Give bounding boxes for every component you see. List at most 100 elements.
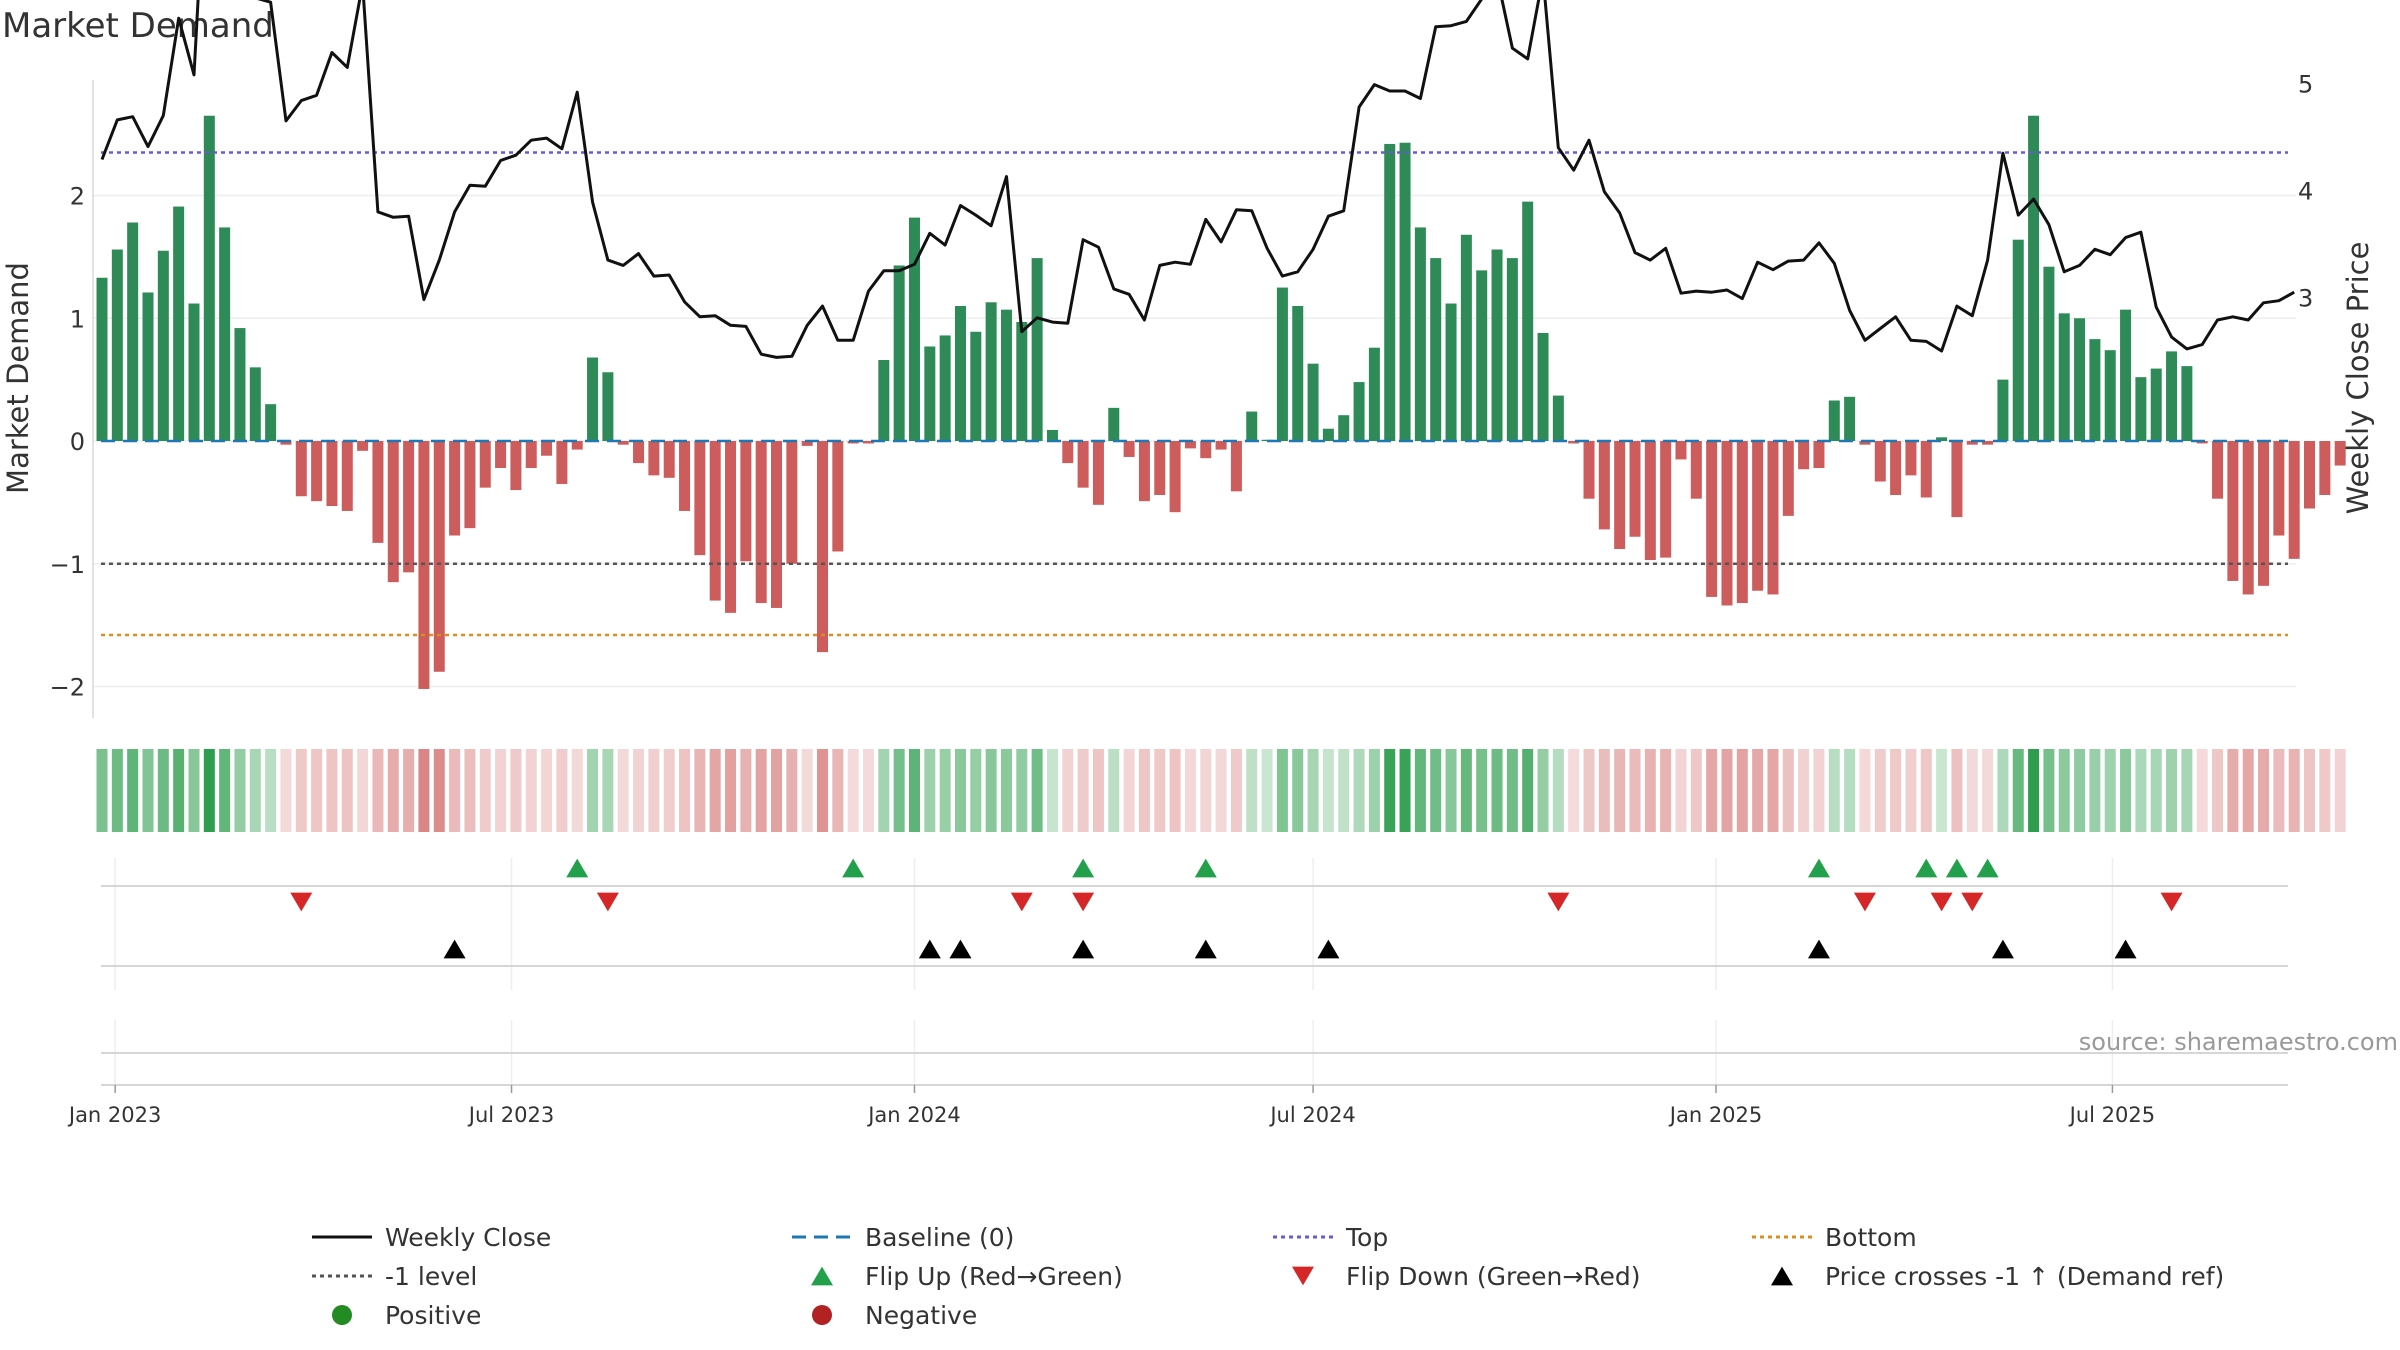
flip-up-marker — [566, 858, 589, 878]
demand-bar — [403, 441, 415, 573]
strip-cell — [249, 749, 261, 832]
strip-cell — [1982, 749, 1994, 832]
demand-bar — [602, 372, 614, 441]
demand-bar — [2212, 441, 2224, 499]
demand-bar — [2120, 309, 2132, 441]
demand-bar — [249, 367, 261, 441]
legend-price-cross-icon — [1771, 1266, 1793, 1286]
demand-bar — [817, 441, 829, 653]
strip-cell — [1874, 749, 1886, 832]
legend-bottom-label: Bottom — [1825, 1223, 1917, 1252]
flip-up-marker — [1976, 858, 1999, 878]
strip-cell — [1077, 749, 1089, 832]
strip-cell — [464, 749, 476, 832]
strip-cell — [449, 749, 461, 832]
demand-bar — [479, 441, 491, 488]
strip-cell — [111, 749, 123, 832]
demand-bar — [1215, 441, 1227, 450]
x-tick-label: Jul 2024 — [1268, 1103, 1355, 1127]
demand-bar — [1522, 201, 1534, 441]
demand-bar — [142, 292, 154, 441]
strip-cell — [1951, 749, 1963, 832]
demand-bar — [280, 441, 292, 445]
left-axis-label: Market Demand — [1, 262, 35, 494]
legend-flip-down-label: Flip Down (Green→Red) — [1346, 1262, 1641, 1291]
demand-bar — [541, 441, 553, 456]
demand-bar — [96, 277, 108, 441]
demand-bar — [740, 441, 752, 562]
demand-bar — [663, 441, 675, 478]
demand-bar — [2104, 350, 2116, 441]
demand-bar — [2258, 441, 2270, 586]
demand-bar — [372, 441, 384, 543]
demand-bar — [1890, 441, 1902, 496]
strip-cell — [1353, 749, 1365, 832]
strip-cell — [1215, 749, 1227, 832]
strip-cell — [2074, 749, 2086, 832]
flip-up-marker — [1915, 858, 1938, 878]
legend-price-cross-label: Price crosses -1 ↑ (Demand ref) — [1825, 1262, 2224, 1291]
demand-bar — [2181, 366, 2193, 441]
strip-cell — [1828, 749, 1840, 832]
strip-cell — [2166, 749, 2178, 832]
demand-bar — [2150, 368, 2162, 441]
strip-cell — [954, 749, 966, 832]
strip-cell — [970, 749, 982, 832]
demand-bar — [679, 441, 691, 511]
strip-cell — [1476, 749, 1488, 832]
strip-cell — [1844, 749, 1856, 832]
price-cross-marker — [1991, 939, 2014, 959]
legend-baseline-label: Baseline (0) — [865, 1223, 1014, 1252]
strip-cell — [173, 749, 185, 832]
strip-cell — [1430, 749, 1442, 832]
strip-cell — [2120, 749, 2132, 832]
flip-up-marker — [1807, 858, 1830, 878]
demand-bar — [1736, 441, 1748, 604]
demand-bar — [755, 441, 767, 604]
strip-cell — [1322, 749, 1334, 832]
strip-cell — [1690, 749, 1702, 832]
strip-cell — [2196, 749, 2208, 832]
demand-bar — [970, 331, 982, 441]
strip-cell — [1782, 749, 1794, 832]
demand-bar — [433, 441, 445, 672]
strip-cell — [832, 749, 844, 832]
demand-bar — [1154, 441, 1166, 496]
strip-cell — [1813, 749, 1825, 832]
demand-bar — [2242, 441, 2254, 595]
strip-cell — [587, 749, 599, 832]
strip-cell — [1552, 749, 1564, 832]
demand-bar — [1368, 347, 1380, 441]
strip-cell — [1062, 749, 1074, 832]
demand-bar — [2135, 377, 2147, 441]
demand-bar — [1138, 441, 1150, 502]
demand-bar — [1598, 441, 1610, 530]
strip-cell — [2227, 749, 2239, 832]
demand-bar — [1491, 249, 1503, 441]
strip-cell — [1568, 749, 1580, 832]
strip-cell — [495, 749, 507, 832]
strip-cell — [510, 749, 522, 832]
demand-bar — [495, 441, 507, 469]
demand-bar — [1230, 441, 1242, 492]
strip-cell — [1491, 749, 1503, 832]
strip-cell — [1200, 749, 1212, 832]
strip-cell — [2258, 749, 2270, 832]
strip-cell — [219, 749, 231, 832]
strip-cell — [203, 749, 215, 832]
left-tick-label: 2 — [70, 183, 85, 211]
demand-bar — [633, 441, 645, 464]
strip-cell — [2043, 749, 2055, 832]
flip-down-marker — [1010, 892, 1033, 912]
strip-cell — [1920, 749, 1932, 832]
demand-bar — [832, 441, 844, 552]
strip-cell — [311, 749, 323, 832]
price-cross-marker — [918, 939, 941, 959]
strip-cell — [1629, 749, 1641, 832]
demand-bar — [1123, 441, 1135, 457]
demand-bar — [265, 404, 277, 441]
strip-cell — [2181, 749, 2193, 832]
demand-bar — [617, 441, 629, 445]
demand-bar — [1782, 441, 1794, 516]
